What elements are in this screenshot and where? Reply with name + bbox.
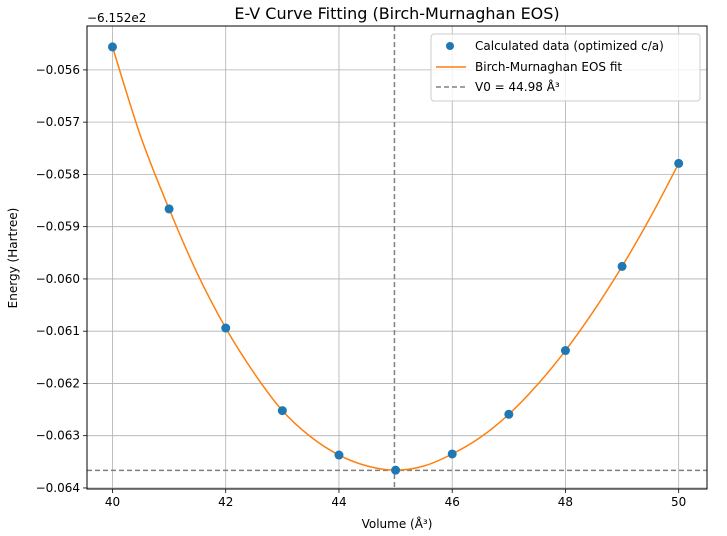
legend-label-v0: V0 = 44.98 Å³ — [475, 79, 560, 94]
data-point — [447, 449, 457, 459]
data-point — [277, 406, 287, 416]
x-tick-label: 50 — [671, 495, 686, 509]
x-tick-label: 40 — [105, 495, 120, 509]
x-tick-label: 44 — [331, 495, 346, 509]
data-point — [504, 409, 514, 419]
series-layer — [107, 42, 684, 475]
data-point — [221, 323, 231, 333]
y-axis-label: Energy (Hartree) — [6, 208, 20, 309]
y-tick-label: −0.057 — [36, 115, 80, 129]
y-tick-label: −0.064 — [36, 481, 80, 495]
y-tick-label: −0.060 — [36, 272, 80, 286]
x-tick-label: 48 — [558, 495, 573, 509]
plot-frame — [86, 25, 708, 490]
reference-lines — [87, 26, 707, 489]
y-tick-label: −0.056 — [36, 63, 80, 77]
chart-title: E-V Curve Fitting (Birch-Murnaghan EOS) — [234, 4, 559, 23]
y-tick-label: −0.063 — [36, 429, 80, 443]
data-point — [391, 465, 401, 475]
y-offset-label: −6.152e2 — [87, 11, 146, 25]
legend-box — [430, 33, 701, 102]
x-axis-label: Volume (Å³) — [362, 516, 433, 531]
legend-label-calculated-data: Calculated data (optimized c/a) — [475, 39, 664, 53]
legend: Calculated data (optimized c/a) Birch-Mu… — [430, 33, 701, 102]
data-point — [334, 450, 344, 460]
data-point — [617, 261, 627, 271]
data-point — [560, 346, 570, 356]
x-tick-label: 46 — [445, 495, 460, 509]
y-tick-label: −0.058 — [36, 167, 80, 181]
data-point — [674, 158, 684, 168]
legend-marker-calculated-data — [446, 42, 454, 50]
legend-label-bm-fit: Birch-Murnaghan EOS fit — [475, 60, 622, 74]
data-point — [164, 204, 174, 214]
y-tick-label: −0.062 — [36, 376, 80, 390]
data-point — [107, 42, 117, 52]
y-tick-label: −0.061 — [36, 324, 80, 338]
y-axis: −0.056 −0.057 −0.058 −0.059 −0.060 −0.061 −0.0… — [36, 63, 87, 495]
x-tick-label: 42 — [218, 495, 233, 509]
y-tick-label: −0.059 — [36, 220, 80, 234]
x-axis: 40 42 44 46 48 50 — [105, 489, 686, 509]
